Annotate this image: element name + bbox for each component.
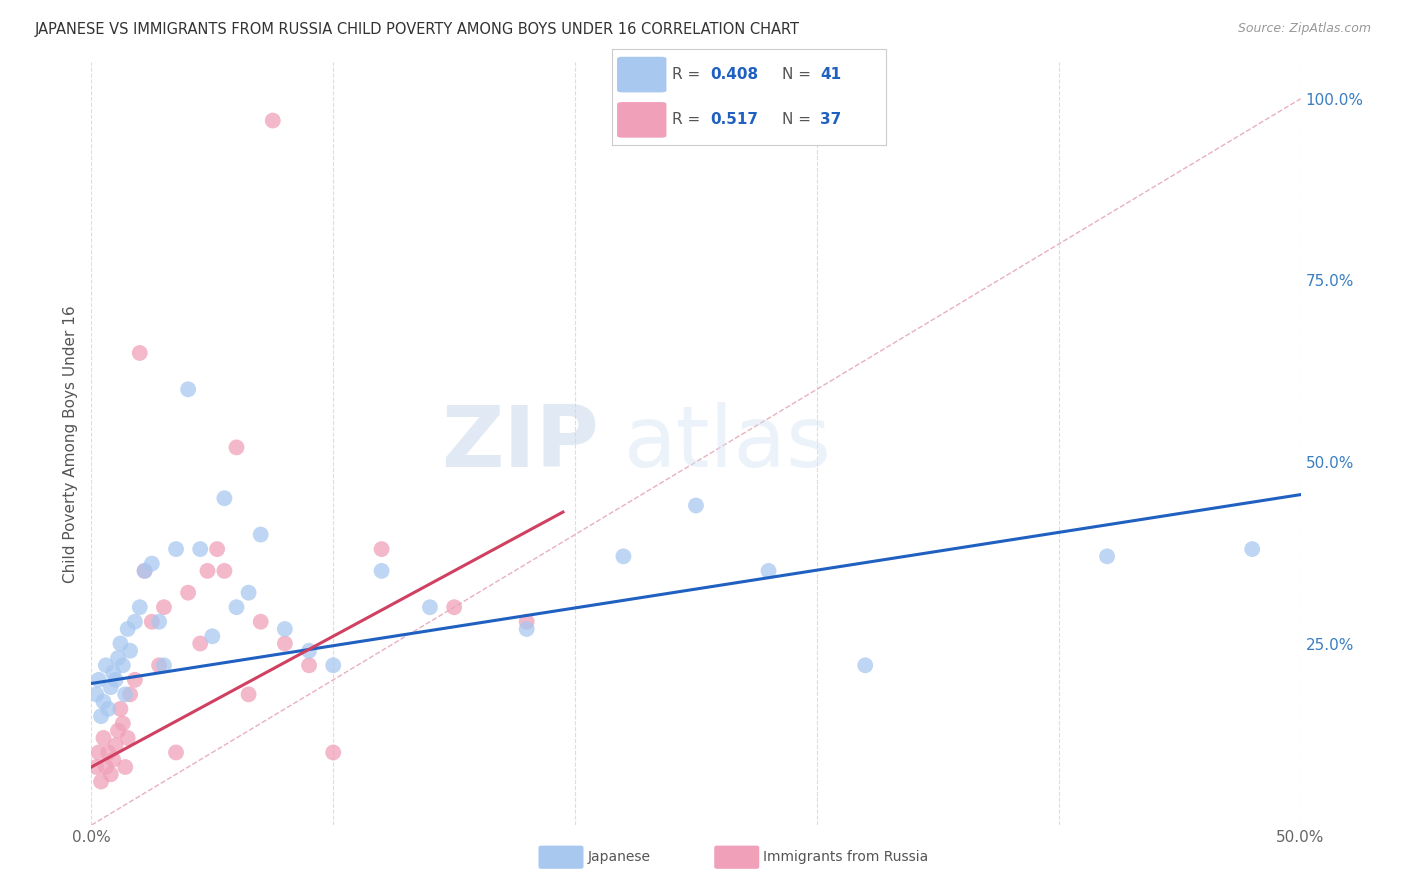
Point [516, 622, 538, 636]
Point [370, 542, 392, 557]
Point [225, 441, 247, 455]
Point [107, 651, 129, 665]
Point [94, 658, 117, 673]
Point [153, 600, 176, 615]
Point [165, 542, 187, 557]
Point [100, 680, 122, 694]
Point [110, 636, 132, 650]
FancyBboxPatch shape [617, 102, 666, 137]
Point [84, 687, 107, 701]
Point [370, 564, 392, 578]
Point [322, 746, 344, 760]
Point [124, 673, 146, 687]
Point [104, 738, 127, 752]
Point [128, 346, 150, 360]
Point [853, 658, 876, 673]
Point [90, 774, 112, 789]
Point [148, 615, 170, 629]
Point [188, 636, 211, 650]
Point [114, 760, 136, 774]
Point [238, 585, 260, 599]
Point [107, 723, 129, 738]
Text: R =: R = [672, 112, 704, 128]
Point [87, 673, 110, 687]
Point [120, 644, 142, 658]
Point [104, 673, 127, 687]
Text: 41: 41 [820, 67, 841, 82]
Point [124, 615, 146, 629]
Point [188, 542, 211, 557]
Text: Source: ZipAtlas.com: Source: ZipAtlas.com [1237, 22, 1371, 36]
Text: R =: R = [672, 67, 704, 82]
Point [117, 622, 139, 636]
Point [214, 564, 236, 578]
Point [165, 746, 187, 760]
Point [322, 658, 344, 673]
Point [134, 564, 156, 578]
Text: atlas: atlas [623, 402, 831, 485]
Point [111, 658, 134, 673]
Point [205, 542, 228, 557]
Point [93, 695, 115, 709]
Point [685, 499, 707, 513]
Point [225, 600, 247, 615]
Point [298, 658, 321, 673]
Point [274, 636, 297, 650]
Point [262, 113, 284, 128]
Text: ZIP: ZIP [441, 402, 599, 485]
Point [177, 382, 200, 396]
Point [110, 702, 132, 716]
Point [114, 687, 136, 701]
Point [177, 585, 200, 599]
Text: 0.517: 0.517 [710, 112, 758, 128]
Point [249, 615, 271, 629]
Point [516, 615, 538, 629]
Text: JAPANESE VS IMMIGRANTS FROM RUSSIA CHILD POVERTY AMONG BOYS UNDER 16 CORRELATION: JAPANESE VS IMMIGRANTS FROM RUSSIA CHILD… [35, 22, 800, 37]
Point [201, 629, 224, 643]
Point [274, 622, 297, 636]
Point [101, 665, 124, 680]
Point [1241, 542, 1264, 557]
Point [128, 600, 150, 615]
Point [97, 746, 120, 760]
Point [100, 767, 122, 781]
Point [148, 658, 170, 673]
Point [443, 600, 465, 615]
Point [101, 753, 124, 767]
Point [141, 615, 163, 629]
Text: Japanese: Japanese [588, 850, 651, 864]
Text: N =: N = [782, 112, 815, 128]
Point [94, 760, 117, 774]
Point [141, 557, 163, 571]
Point [153, 658, 176, 673]
Y-axis label: Child Poverty Among Boys Under 16: Child Poverty Among Boys Under 16 [62, 305, 77, 582]
Text: N =: N = [782, 67, 815, 82]
Point [214, 491, 236, 506]
Point [87, 746, 110, 760]
Point [90, 709, 112, 723]
Point [238, 687, 260, 701]
Point [134, 564, 156, 578]
Point [111, 716, 134, 731]
Point [120, 687, 142, 701]
Point [84, 760, 107, 774]
Text: 0.408: 0.408 [710, 67, 758, 82]
Point [758, 564, 780, 578]
Point [419, 600, 441, 615]
Point [298, 644, 321, 658]
Point [612, 549, 634, 564]
Point [117, 731, 139, 745]
Point [249, 527, 271, 541]
Point [97, 702, 120, 716]
Text: 37: 37 [820, 112, 841, 128]
Point [197, 564, 219, 578]
Text: Immigrants from Russia: Immigrants from Russia [763, 850, 929, 864]
Point [1095, 549, 1118, 564]
Point [93, 731, 115, 745]
FancyBboxPatch shape [617, 57, 666, 93]
